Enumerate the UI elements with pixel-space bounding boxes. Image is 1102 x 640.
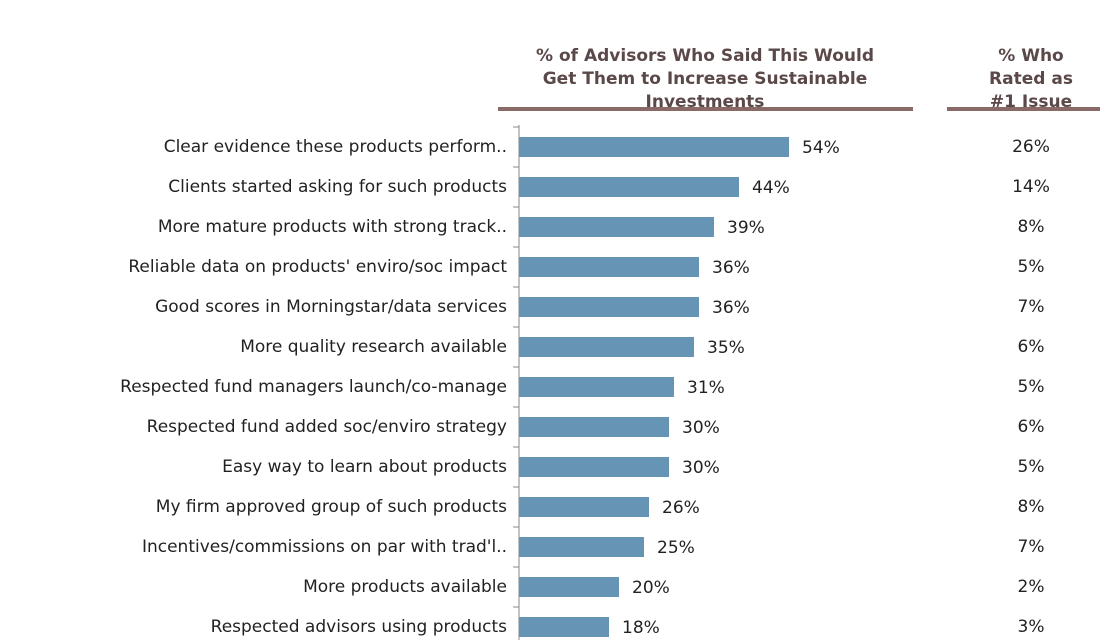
bar (519, 457, 669, 477)
category-label: Good scores in Morningstar/data services (155, 297, 507, 317)
value-label: 31% (687, 378, 725, 398)
value-label: 35% (707, 338, 745, 358)
bar (519, 377, 674, 397)
bar (519, 137, 789, 157)
rank-value: 2% (1018, 577, 1045, 597)
category-label: More mature products with strong track.. (158, 217, 507, 237)
bar (519, 217, 714, 237)
category-label: My firm approved group of such products (156, 497, 507, 517)
value-label: 18% (622, 618, 660, 638)
value-label: 26% (662, 498, 700, 518)
value-label: 30% (682, 418, 720, 438)
category-label: Easy way to learn about products (222, 457, 507, 477)
rank-value: 26% (1012, 137, 1050, 157)
rank-value: 14% (1012, 177, 1050, 197)
rank-value: 6% (1018, 337, 1045, 357)
value-label: 25% (657, 538, 695, 558)
bar (519, 577, 619, 597)
bar (519, 337, 694, 357)
bar (519, 417, 669, 437)
rank-value: 5% (1018, 257, 1045, 277)
value-label: 36% (712, 298, 750, 318)
rank-value: 6% (1018, 417, 1045, 437)
rank-value: 7% (1018, 297, 1045, 317)
bar (519, 177, 739, 197)
value-label: 20% (632, 578, 670, 598)
bar (519, 257, 699, 277)
bar (519, 537, 644, 557)
category-label: Reliable data on products' enviro/soc im… (128, 257, 507, 277)
value-label: 39% (727, 218, 765, 238)
category-label: Clear evidence these products perform.. (164, 137, 507, 157)
rank-value: 5% (1018, 377, 1045, 397)
bar (519, 617, 609, 637)
rank-value: 8% (1018, 217, 1045, 237)
category-label: More products available (303, 577, 507, 597)
rank-value: 8% (1018, 497, 1045, 517)
value-label: 30% (682, 458, 720, 478)
value-label: 36% (712, 258, 750, 278)
category-label: Respected fund added soc/enviro strategy (147, 417, 507, 437)
rank-value: 5% (1018, 457, 1045, 477)
rank-value: 7% (1018, 537, 1045, 557)
bar (519, 497, 649, 517)
category-label: More quality research available (240, 337, 507, 357)
rank-value: 3% (1018, 617, 1045, 637)
category-label: Respected advisors using products (211, 617, 507, 637)
category-label: Respected fund managers launch/co-manage (120, 377, 507, 397)
value-label: 54% (802, 138, 840, 158)
category-label: Incentives/commissions on par with trad'… (142, 537, 507, 557)
bar (519, 297, 699, 317)
value-label: 44% (752, 178, 790, 198)
category-label: Clients started asking for such products (168, 177, 507, 197)
